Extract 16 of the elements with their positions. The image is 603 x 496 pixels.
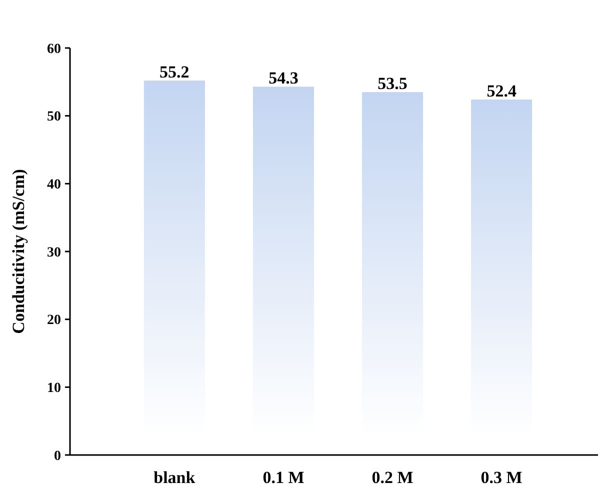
x-tick-label: blank (154, 468, 196, 487)
y-tick-label: 20 (47, 313, 61, 328)
data-label: 54.3 (268, 68, 298, 88)
y-tick-label: 40 (47, 178, 61, 193)
y-axis-title: Conducitivity (mS/cm) (9, 169, 28, 334)
y-tick-label: 0 (54, 448, 61, 464)
y-tick-label: 10 (47, 381, 61, 396)
y-tick-label: 50 (47, 110, 61, 125)
data-label: 53.5 (378, 74, 408, 94)
x-tick-label: 0.1 M (262, 468, 304, 487)
y-tick-label: 60 (47, 42, 61, 57)
data-label: 55.2 (160, 62, 190, 82)
x-tick-label: 0.3 M (480, 468, 522, 487)
data-label: 52.4 (486, 82, 517, 101)
y-tick-label: 30 (47, 245, 61, 260)
x-tick-label: 0.2 M (372, 468, 414, 487)
